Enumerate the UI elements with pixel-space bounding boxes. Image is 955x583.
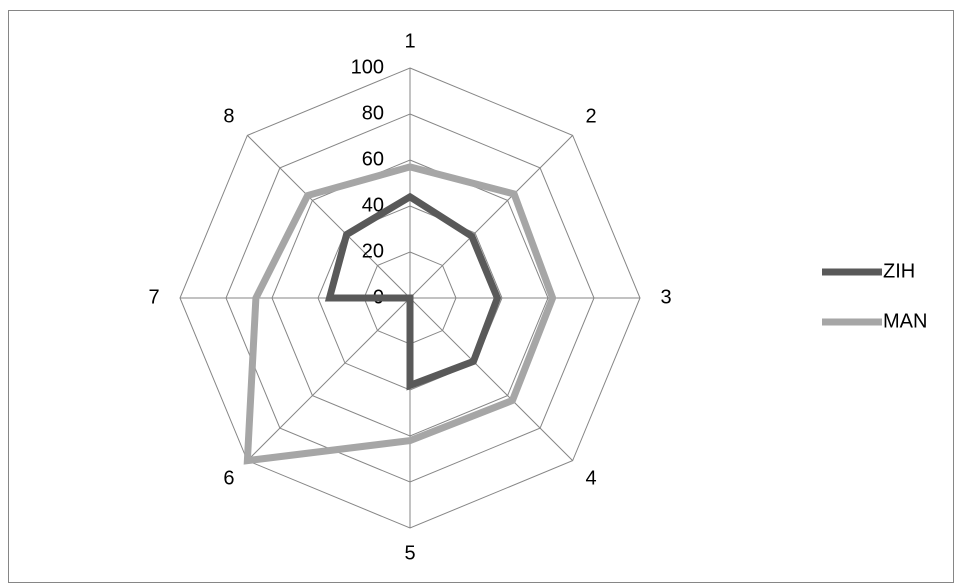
- series-line: [243, 163, 557, 465]
- legend-label: ZIH: [883, 260, 915, 282]
- axis-spoke: [409, 135, 573, 299]
- r-tick-label: 20: [362, 240, 384, 262]
- axis-spoke: [247, 297, 411, 461]
- category-label: 2: [585, 105, 596, 127]
- axis-spoke: [247, 135, 411, 299]
- category-label: 7: [148, 286, 159, 308]
- series-line: [324, 192, 502, 391]
- r-tick-label: 60: [362, 148, 384, 170]
- category-label: 5: [404, 542, 415, 564]
- r-tick-label: 100: [351, 56, 384, 78]
- category-label: 1: [404, 30, 415, 52]
- category-label: 6: [223, 467, 234, 489]
- chart-frame: [8, 10, 954, 583]
- legend-label: MAN: [883, 310, 927, 332]
- axis-spoke: [409, 297, 573, 461]
- r-tick-label: 40: [362, 194, 384, 216]
- category-label: 8: [223, 105, 234, 127]
- r-tick-label: 80: [362, 102, 384, 124]
- category-label: 3: [660, 286, 671, 308]
- category-label: 4: [585, 467, 596, 489]
